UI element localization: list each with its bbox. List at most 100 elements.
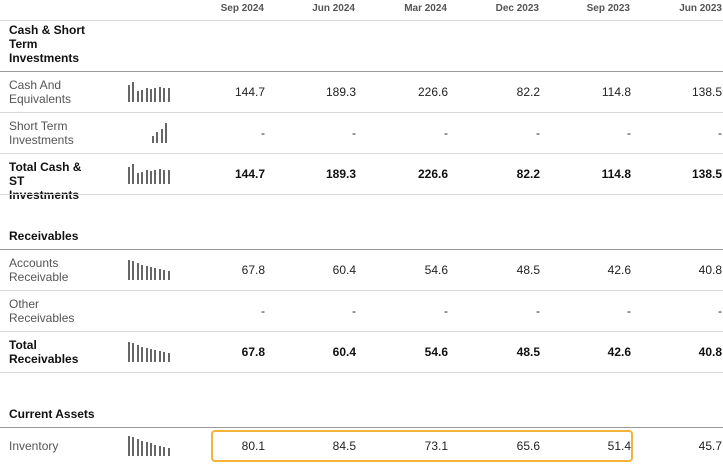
- sparkline-bar: [163, 352, 166, 362]
- cell-value: 226.6: [417, 85, 448, 99]
- sparkline-bar: [158, 87, 161, 102]
- sparkline-bar: [145, 442, 148, 456]
- sparkline-bar: [152, 136, 154, 143]
- cell-value: 40.8: [698, 263, 722, 277]
- sparkline-total-receivables: [128, 342, 174, 362]
- sparkline-bar: [167, 170, 170, 184]
- cell-value: 82.2: [516, 85, 540, 99]
- sparkline-bar: [128, 436, 130, 456]
- sparkline-bar: [163, 88, 166, 102]
- cell-value: 60.4: [332, 263, 356, 277]
- cell-value: -: [444, 126, 448, 140]
- sparkline-bar: [128, 167, 130, 184]
- sparkline-bar: [150, 267, 152, 280]
- cell-value: -: [352, 126, 356, 140]
- sparkline-bar: [141, 172, 144, 184]
- sparkline-bar: [150, 349, 152, 362]
- sparkline-bar: [158, 351, 161, 362]
- cell-value: 189.3: [325, 85, 356, 99]
- sparkline-bar: [167, 448, 170, 456]
- cell-value: 67.8: [241, 345, 265, 359]
- sparkline-bar: [167, 353, 170, 362]
- sparkline-bar: [158, 446, 161, 456]
- cell-value: 138.5: [691, 167, 722, 181]
- cell-value: 144.7: [234, 167, 265, 181]
- cell-value: -: [261, 304, 265, 318]
- cell-value: 48.5: [516, 263, 540, 277]
- cell-value: 189.3: [325, 167, 356, 181]
- cell-value: -: [718, 304, 722, 318]
- section-title-receivables: Receivables: [9, 229, 79, 243]
- cell-value: 65.6: [516, 439, 540, 453]
- cell-value: 42.6: [607, 263, 631, 277]
- cell-value: 48.5: [516, 345, 540, 359]
- row-label-total-cash: Total Cash & ST Investments: [9, 160, 82, 202]
- sparkline-bar: [136, 173, 139, 184]
- sparkline-bar: [136, 439, 139, 456]
- sparkline-total-cash: [128, 164, 174, 184]
- cell-value: 84.5: [332, 439, 356, 453]
- sparkline-bar: [136, 263, 139, 280]
- cell-value: 54.6: [424, 345, 448, 359]
- sparkline-bar: [145, 266, 148, 280]
- sparkline-bar: [136, 345, 139, 362]
- sparkline-bar: [141, 347, 144, 362]
- sparkline-inventory: [128, 436, 174, 456]
- sparkline-bar: [141, 265, 144, 280]
- sparkline-bar: [145, 348, 148, 362]
- section-title-cash: Cash & Short Term Investments: [9, 23, 86, 65]
- sparkline-bar: [154, 268, 157, 280]
- cell-value: -: [444, 304, 448, 318]
- cell-value: 114.8: [601, 167, 631, 181]
- sparkline-bar: [154, 445, 157, 456]
- sparkline-bar: [150, 89, 152, 102]
- cell-value: 60.4: [332, 345, 356, 359]
- sparkline-bar: [128, 85, 130, 102]
- sparkline-bar: [132, 343, 135, 362]
- sparkline-bar: [154, 88, 157, 102]
- column-header-jun-2024: Jun 2024: [312, 3, 355, 14]
- cell-value: -: [352, 304, 356, 318]
- sparkline-bar: [128, 260, 130, 280]
- cell-value: 226.6: [417, 167, 448, 181]
- cell-value: 40.8: [698, 345, 722, 359]
- cell-value: -: [536, 126, 540, 140]
- sparkline-bar: [156, 132, 159, 143]
- sparkline-short-term-investments: [152, 123, 198, 143]
- sparkline-bar: [132, 437, 135, 456]
- cell-value: -: [261, 126, 265, 140]
- cell-value: 51.4: [607, 439, 631, 453]
- row-label-inventory: Inventory: [9, 439, 59, 453]
- column-header-jun-2023: Jun 2023: [679, 3, 722, 14]
- sparkline-bar: [160, 129, 163, 143]
- column-header-dec-2023: Dec 2023: [495, 3, 539, 14]
- cell-value: -: [536, 304, 540, 318]
- sparkline-cash-equivalents: [128, 82, 174, 102]
- sparkline-bar: [141, 441, 144, 456]
- sparkline-bar: [163, 170, 166, 184]
- cell-value: 42.6: [607, 345, 631, 359]
- cell-value: 45.7: [698, 439, 722, 453]
- section-title-current-assets: Current Assets: [9, 407, 95, 421]
- sparkline-bar: [154, 170, 157, 184]
- cell-value: 80.1: [241, 439, 265, 453]
- row-label-cash-equivalents: Cash And Equivalents: [9, 78, 72, 106]
- row-label-other-receivables: Other Receivables: [9, 297, 75, 325]
- highlight-box: [211, 430, 633, 462]
- sparkline-bar: [154, 350, 157, 362]
- column-header-sep-2024: Sep 2024: [220, 3, 264, 14]
- cell-value: -: [627, 304, 631, 318]
- cell-value: 114.8: [601, 85, 631, 99]
- sparkline-bar: [132, 164, 135, 184]
- cell-value: 54.6: [424, 263, 448, 277]
- cell-value: 138.5: [691, 85, 722, 99]
- sparkline-bar: [150, 171, 152, 184]
- cell-value: -: [718, 126, 722, 140]
- sparkline-bar: [167, 271, 170, 280]
- sparkline-bar: [136, 91, 139, 102]
- sparkline-bar: [132, 82, 135, 102]
- sparkline-bar: [150, 443, 152, 456]
- sparkline-bar: [132, 261, 135, 280]
- sparkline-bar: [128, 342, 130, 362]
- sparkline-bar: [165, 123, 168, 143]
